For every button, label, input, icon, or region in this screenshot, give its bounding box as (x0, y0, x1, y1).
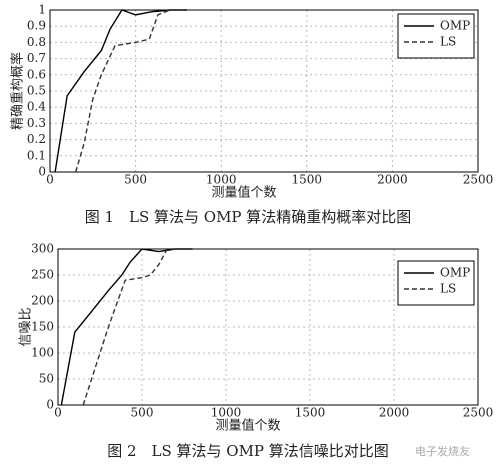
x-tick-label: 2000 (377, 173, 408, 187)
y-tick-label: 0.4 (27, 100, 46, 114)
y-tick-label: 0 (46, 398, 54, 412)
x-tick-label: 1000 (206, 173, 237, 187)
y-tick-label: 150 (31, 320, 54, 334)
x-tick-label: 0 (54, 406, 62, 420)
x-tick-label: 1000 (211, 406, 242, 420)
y-tick-label: 0.3 (27, 116, 46, 130)
y-tick-label: 0.1 (27, 148, 46, 162)
legend-label: OMP (440, 19, 470, 33)
y-axis-label: 精确重构概率 (10, 52, 26, 130)
y-tick-label: 0 (38, 165, 46, 179)
caption: 图 2 LS 算法与 OMP 算法信噪比对比图 (107, 442, 389, 460)
x-axis-label: 测量值个数 (211, 185, 276, 201)
y-tick-label: 250 (31, 268, 54, 282)
x-tick-label: 0 (46, 173, 54, 187)
x-tick-label: 500 (124, 173, 147, 187)
y-tick-label: 50 (39, 372, 54, 386)
y-tick-label: 1 (38, 3, 46, 17)
x-tick-label: 1500 (292, 173, 323, 187)
line-series (60, 248, 193, 406)
y-tick-label: 0.5 (27, 84, 46, 98)
line-series (54, 9, 187, 173)
legend-label: OMP (440, 266, 470, 280)
x-tick-label: 2500 (463, 406, 494, 420)
x-tick-label: 500 (131, 406, 154, 420)
legend-box (397, 13, 475, 59)
legend-box (397, 260, 475, 306)
line-series (75, 9, 187, 173)
y-tick-label: 0.9 (27, 19, 46, 33)
caption: 图 1 LS 算法与 OMP 算法精确重构概率对比图 (85, 208, 412, 226)
y-tick-label: 0.6 (27, 67, 46, 81)
x-tick-label: 2000 (379, 406, 410, 420)
legend-label: LS (440, 282, 456, 296)
legend-label: LS (440, 35, 456, 49)
y-axis-label: 信噪比 (19, 307, 34, 346)
x-tick-label: 1500 (295, 406, 326, 420)
watermark: 电子发烧友 (415, 444, 470, 458)
y-tick-label: 0.7 (27, 51, 46, 65)
y-tick-label: 0.8 (27, 35, 46, 49)
y-tick-label: 100 (31, 346, 54, 360)
y-tick-label: 200 (31, 294, 54, 308)
y-tick-label: 300 (31, 242, 54, 256)
plot-frame (57, 248, 479, 406)
x-tick-label: 2500 (463, 173, 494, 187)
x-axis-label: 测量值个数 (215, 418, 280, 434)
y-tick-label: 0.2 (27, 132, 46, 146)
plot-frame (49, 9, 479, 173)
line-series (82, 248, 193, 406)
